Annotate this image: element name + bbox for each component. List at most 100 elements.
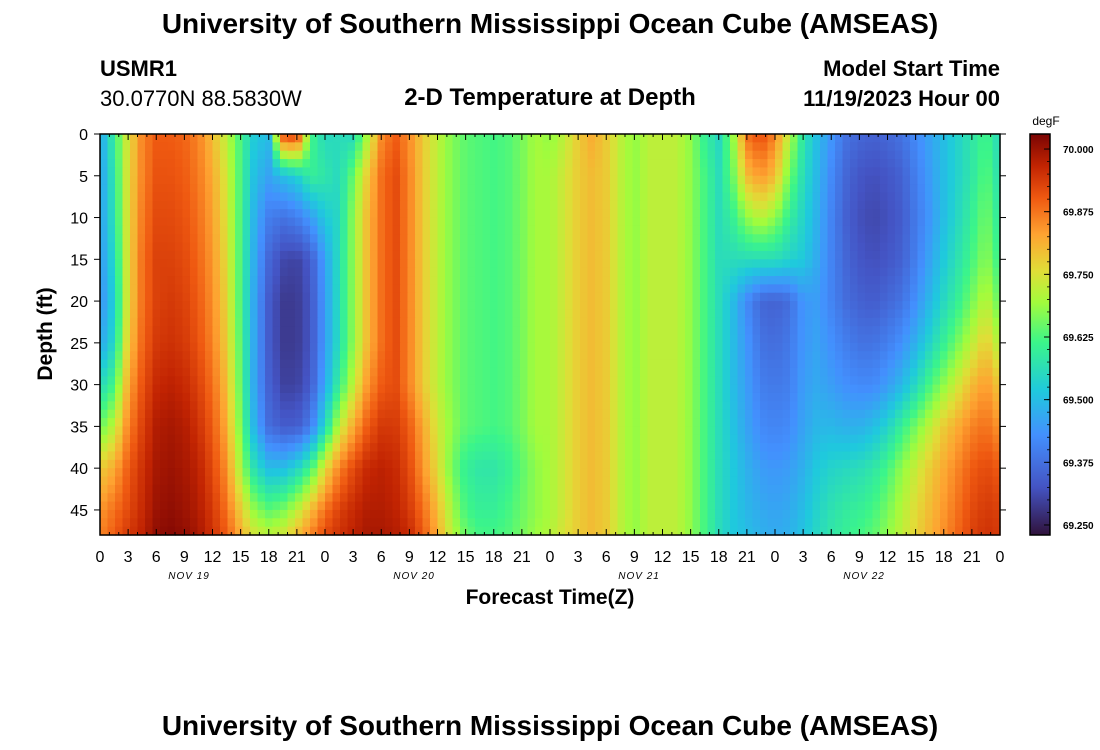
heatmap-cell xyxy=(422,159,431,169)
heatmap-cell xyxy=(370,284,379,294)
heatmap-cell xyxy=(790,184,799,194)
heatmap-cell xyxy=(152,334,161,344)
heatmap-cell xyxy=(850,217,859,227)
heatmap-cell xyxy=(940,418,949,427)
heatmap-cell xyxy=(865,225,874,235)
heatmap-cell xyxy=(655,409,664,419)
heatmap-cell xyxy=(722,443,731,453)
heatmap-cell xyxy=(295,192,304,202)
heatmap-cell xyxy=(377,284,386,294)
heatmap-cell xyxy=(385,209,394,219)
heatmap-cell xyxy=(932,250,941,260)
heatmap-cell xyxy=(460,250,469,260)
heatmap-cell xyxy=(962,317,971,327)
heatmap-cell xyxy=(557,267,566,277)
heatmap-cell xyxy=(617,134,626,143)
heatmap-cell xyxy=(287,134,296,143)
heatmap-cell xyxy=(617,367,626,377)
heatmap-cell xyxy=(167,309,176,319)
heatmap-cell xyxy=(722,451,731,461)
heatmap-cell xyxy=(407,392,416,402)
heatmap-cell xyxy=(265,367,274,377)
heatmap-cell xyxy=(280,284,289,294)
heatmap-cell xyxy=(242,217,251,227)
heatmap-cell xyxy=(820,167,829,177)
heatmap-cell xyxy=(850,167,859,177)
heatmap-cell xyxy=(265,284,274,294)
heatmap-cell xyxy=(715,309,724,319)
heatmap-cell xyxy=(107,217,116,227)
heatmap-cell xyxy=(257,317,266,327)
heatmap-cell xyxy=(272,184,281,194)
heatmap-cell xyxy=(932,401,941,411)
heatmap-cell xyxy=(677,175,686,185)
heatmap-cell xyxy=(295,276,304,285)
heatmap-cell xyxy=(295,409,304,419)
heatmap-cell xyxy=(572,367,581,377)
heatmap-cell xyxy=(197,217,206,227)
heatmap-cell xyxy=(700,134,709,143)
heatmap-cell xyxy=(527,225,536,235)
heatmap-cell xyxy=(212,376,221,386)
heatmap-cell xyxy=(850,184,859,194)
heatmap-cell xyxy=(445,476,454,486)
heatmap-cell xyxy=(287,200,296,210)
heatmap-cell xyxy=(880,225,889,235)
heatmap-cell xyxy=(692,459,701,469)
heatmap-cell xyxy=(227,376,236,386)
heatmap-cell xyxy=(565,351,574,361)
heatmap-cell xyxy=(782,276,791,285)
heatmap-cell xyxy=(407,326,416,336)
heatmap-cell xyxy=(325,443,334,453)
heatmap-cell xyxy=(505,317,514,327)
heatmap-cell xyxy=(437,401,446,411)
heatmap-cell xyxy=(505,376,514,386)
heatmap-cell xyxy=(865,409,874,419)
heatmap-cell xyxy=(940,250,949,260)
heatmap-cell xyxy=(610,150,619,160)
heatmap-cell xyxy=(655,259,664,269)
heatmap-cell xyxy=(767,242,776,252)
heatmap-cell xyxy=(355,259,364,269)
heatmap-cell xyxy=(737,267,746,277)
heatmap-cell xyxy=(220,476,229,486)
heatmap-cell xyxy=(947,384,956,394)
model-start-value: 11/19/2023 Hour 00 xyxy=(803,86,1000,111)
heatmap-cell xyxy=(550,317,559,327)
heatmap-cell xyxy=(340,301,349,311)
heatmap-cell xyxy=(910,401,919,411)
heatmap-cell xyxy=(145,451,154,461)
heatmap-cell xyxy=(512,418,521,427)
heatmap-cell xyxy=(977,326,986,336)
heatmap-cell xyxy=(205,242,214,252)
heatmap-cell xyxy=(910,443,919,453)
heatmap-cell xyxy=(550,175,559,185)
heatmap-cell xyxy=(737,225,746,235)
heatmap-cell xyxy=(310,317,319,327)
heatmap-cell xyxy=(295,175,304,185)
heatmap-cell xyxy=(805,351,814,361)
heatmap-cell xyxy=(220,284,229,294)
heatmap-cell xyxy=(250,142,259,152)
heatmap-cell xyxy=(512,217,521,227)
heatmap-cell xyxy=(287,259,296,269)
heatmap-cell xyxy=(850,451,859,461)
heatmap-cell xyxy=(707,242,716,252)
heatmap-cell xyxy=(250,284,259,294)
heatmap-cell xyxy=(400,192,409,202)
heatmap-cell xyxy=(850,384,859,394)
heatmap-cell xyxy=(940,376,949,386)
heatmap-cell xyxy=(347,267,356,277)
heatmap-cell xyxy=(107,259,116,269)
heatmap-cell xyxy=(955,309,964,319)
heatmap-cell xyxy=(730,342,739,352)
heatmap-cell xyxy=(265,192,274,202)
heatmap-cell xyxy=(962,159,971,169)
heatmap-cell xyxy=(662,309,671,319)
heatmap-cell xyxy=(115,259,124,269)
heatmap-cell xyxy=(910,184,919,194)
heatmap-cell xyxy=(715,259,724,269)
heatmap-cell xyxy=(677,159,686,169)
heatmap-cell xyxy=(955,242,964,252)
heatmap-cell xyxy=(145,401,154,411)
